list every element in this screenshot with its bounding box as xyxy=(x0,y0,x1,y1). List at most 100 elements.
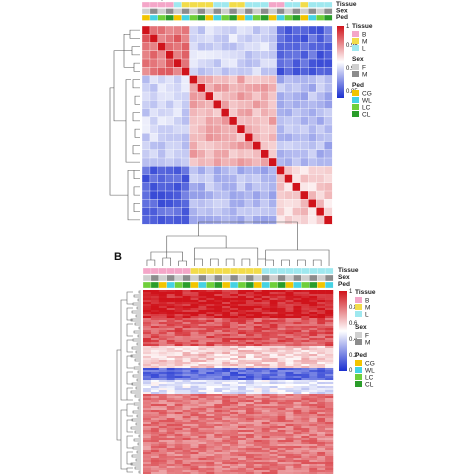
heatmap-cell xyxy=(206,350,215,353)
heatmap-cell xyxy=(198,348,207,351)
heatmap-cell xyxy=(166,366,175,369)
heatmap-cell xyxy=(213,157,222,167)
heatmap-cell xyxy=(166,404,175,407)
heatmap-cell xyxy=(317,396,326,399)
heatmap-cell xyxy=(230,368,239,371)
heatmap-cell xyxy=(317,402,326,405)
heatmap-cell xyxy=(315,34,325,43)
heatmap-cell xyxy=(182,362,191,365)
heatmap-cell xyxy=(150,420,160,423)
heatmap-cell xyxy=(238,456,247,459)
heatmap-cell xyxy=(293,386,302,389)
heatmap-cell xyxy=(325,366,334,369)
panel-a-heatmap xyxy=(141,25,333,225)
panel-b-legend-swatch-ped-cg xyxy=(355,360,362,366)
heatmap-cell xyxy=(158,442,167,445)
heatmap-cell xyxy=(236,116,246,126)
heatmap-cell xyxy=(222,464,231,467)
heatmap-cell xyxy=(182,312,191,315)
heatmap-cell xyxy=(158,364,167,367)
heatmap-cell xyxy=(150,354,160,357)
heatmap-cell xyxy=(222,426,231,429)
heatmap-cell xyxy=(325,310,334,313)
heatmap-cell xyxy=(245,412,255,415)
heatmap-cell xyxy=(253,304,262,307)
heatmap-cell xyxy=(141,199,151,208)
heatmap-cell xyxy=(198,350,207,353)
heatmap-cell xyxy=(143,440,152,443)
heatmap-cell xyxy=(190,340,199,343)
heatmap-cell xyxy=(166,338,175,341)
panel-a-legend-ped-item: CL xyxy=(362,112,371,119)
annotation-cell-sex xyxy=(244,8,254,15)
annotation-cell-ped xyxy=(149,14,159,21)
heatmap-cell xyxy=(252,91,262,101)
heatmap-cell xyxy=(309,456,318,459)
heatmap-cell xyxy=(189,100,198,109)
heatmap-cell xyxy=(182,308,191,311)
heatmap-cell xyxy=(238,472,247,474)
heatmap-cell xyxy=(277,452,286,455)
heatmap-cell xyxy=(309,460,318,463)
heatmap-cell xyxy=(293,388,302,391)
heatmap-cell xyxy=(150,408,160,411)
heatmap-cell xyxy=(143,432,152,435)
panel-a-colorbar-tick: 1 xyxy=(346,24,350,30)
heatmap-cell xyxy=(317,378,326,381)
heatmap-cell xyxy=(301,418,310,421)
heatmap-cell xyxy=(206,298,215,301)
heatmap-cell xyxy=(228,67,238,76)
heatmap-cell xyxy=(181,141,190,151)
panel-a-annot-label-ped: Ped xyxy=(336,14,348,21)
heatmap-cell xyxy=(238,424,247,427)
heatmap-cell xyxy=(182,390,191,393)
heatmap-cell xyxy=(245,468,255,471)
heatmap-cell xyxy=(197,83,206,93)
heatmap-cell xyxy=(166,336,175,339)
heatmap-cell xyxy=(293,330,302,333)
heatmap-cell xyxy=(325,384,334,387)
heatmap-cell xyxy=(143,426,152,429)
heatmap-cell xyxy=(285,376,294,379)
heatmap-cell xyxy=(293,424,302,427)
heatmap-cell xyxy=(317,432,326,435)
heatmap-cell xyxy=(245,394,255,397)
heatmap-cell xyxy=(285,394,294,397)
heatmap-cell xyxy=(165,50,175,60)
annotation-cell-ped xyxy=(323,14,333,21)
heatmap-cell xyxy=(182,456,191,459)
heatmap-cell xyxy=(158,416,167,419)
heatmap-cell xyxy=(315,108,325,118)
heatmap-cell xyxy=(165,190,175,200)
heatmap-cell xyxy=(166,292,175,295)
panel-b-legend-ped-item: WL xyxy=(365,368,375,375)
panel-a-annot-label-tissue: Tissue xyxy=(336,1,357,8)
heatmap-cell xyxy=(323,116,333,126)
heatmap-cell xyxy=(277,364,286,367)
heatmap-cell xyxy=(149,58,159,68)
heatmap-cell xyxy=(222,434,231,437)
heatmap-cell xyxy=(214,338,223,341)
heatmap-cell xyxy=(268,50,278,60)
heatmap-cell xyxy=(261,468,270,471)
heatmap-cell xyxy=(190,352,199,355)
heatmap-cell xyxy=(268,67,278,76)
heatmap-cell xyxy=(293,324,302,327)
heatmap-cell xyxy=(277,422,286,425)
heatmap-cell xyxy=(174,466,183,469)
heatmap-cell xyxy=(308,50,317,60)
heatmap-cell xyxy=(317,334,326,337)
heatmap-cell xyxy=(141,116,151,126)
heatmap-cell xyxy=(213,25,222,35)
heatmap-cell xyxy=(284,149,293,159)
heatmap-cell xyxy=(285,472,294,474)
annotation-cell-ped xyxy=(261,281,271,289)
heatmap-cell xyxy=(150,306,160,309)
heatmap-cell xyxy=(198,302,207,305)
heatmap-cell xyxy=(252,215,262,225)
heatmap-cell xyxy=(198,338,207,341)
heatmap-cell xyxy=(230,346,239,349)
heatmap-cell xyxy=(323,83,333,93)
heatmap-cell xyxy=(301,324,310,327)
heatmap-cell xyxy=(325,400,334,403)
